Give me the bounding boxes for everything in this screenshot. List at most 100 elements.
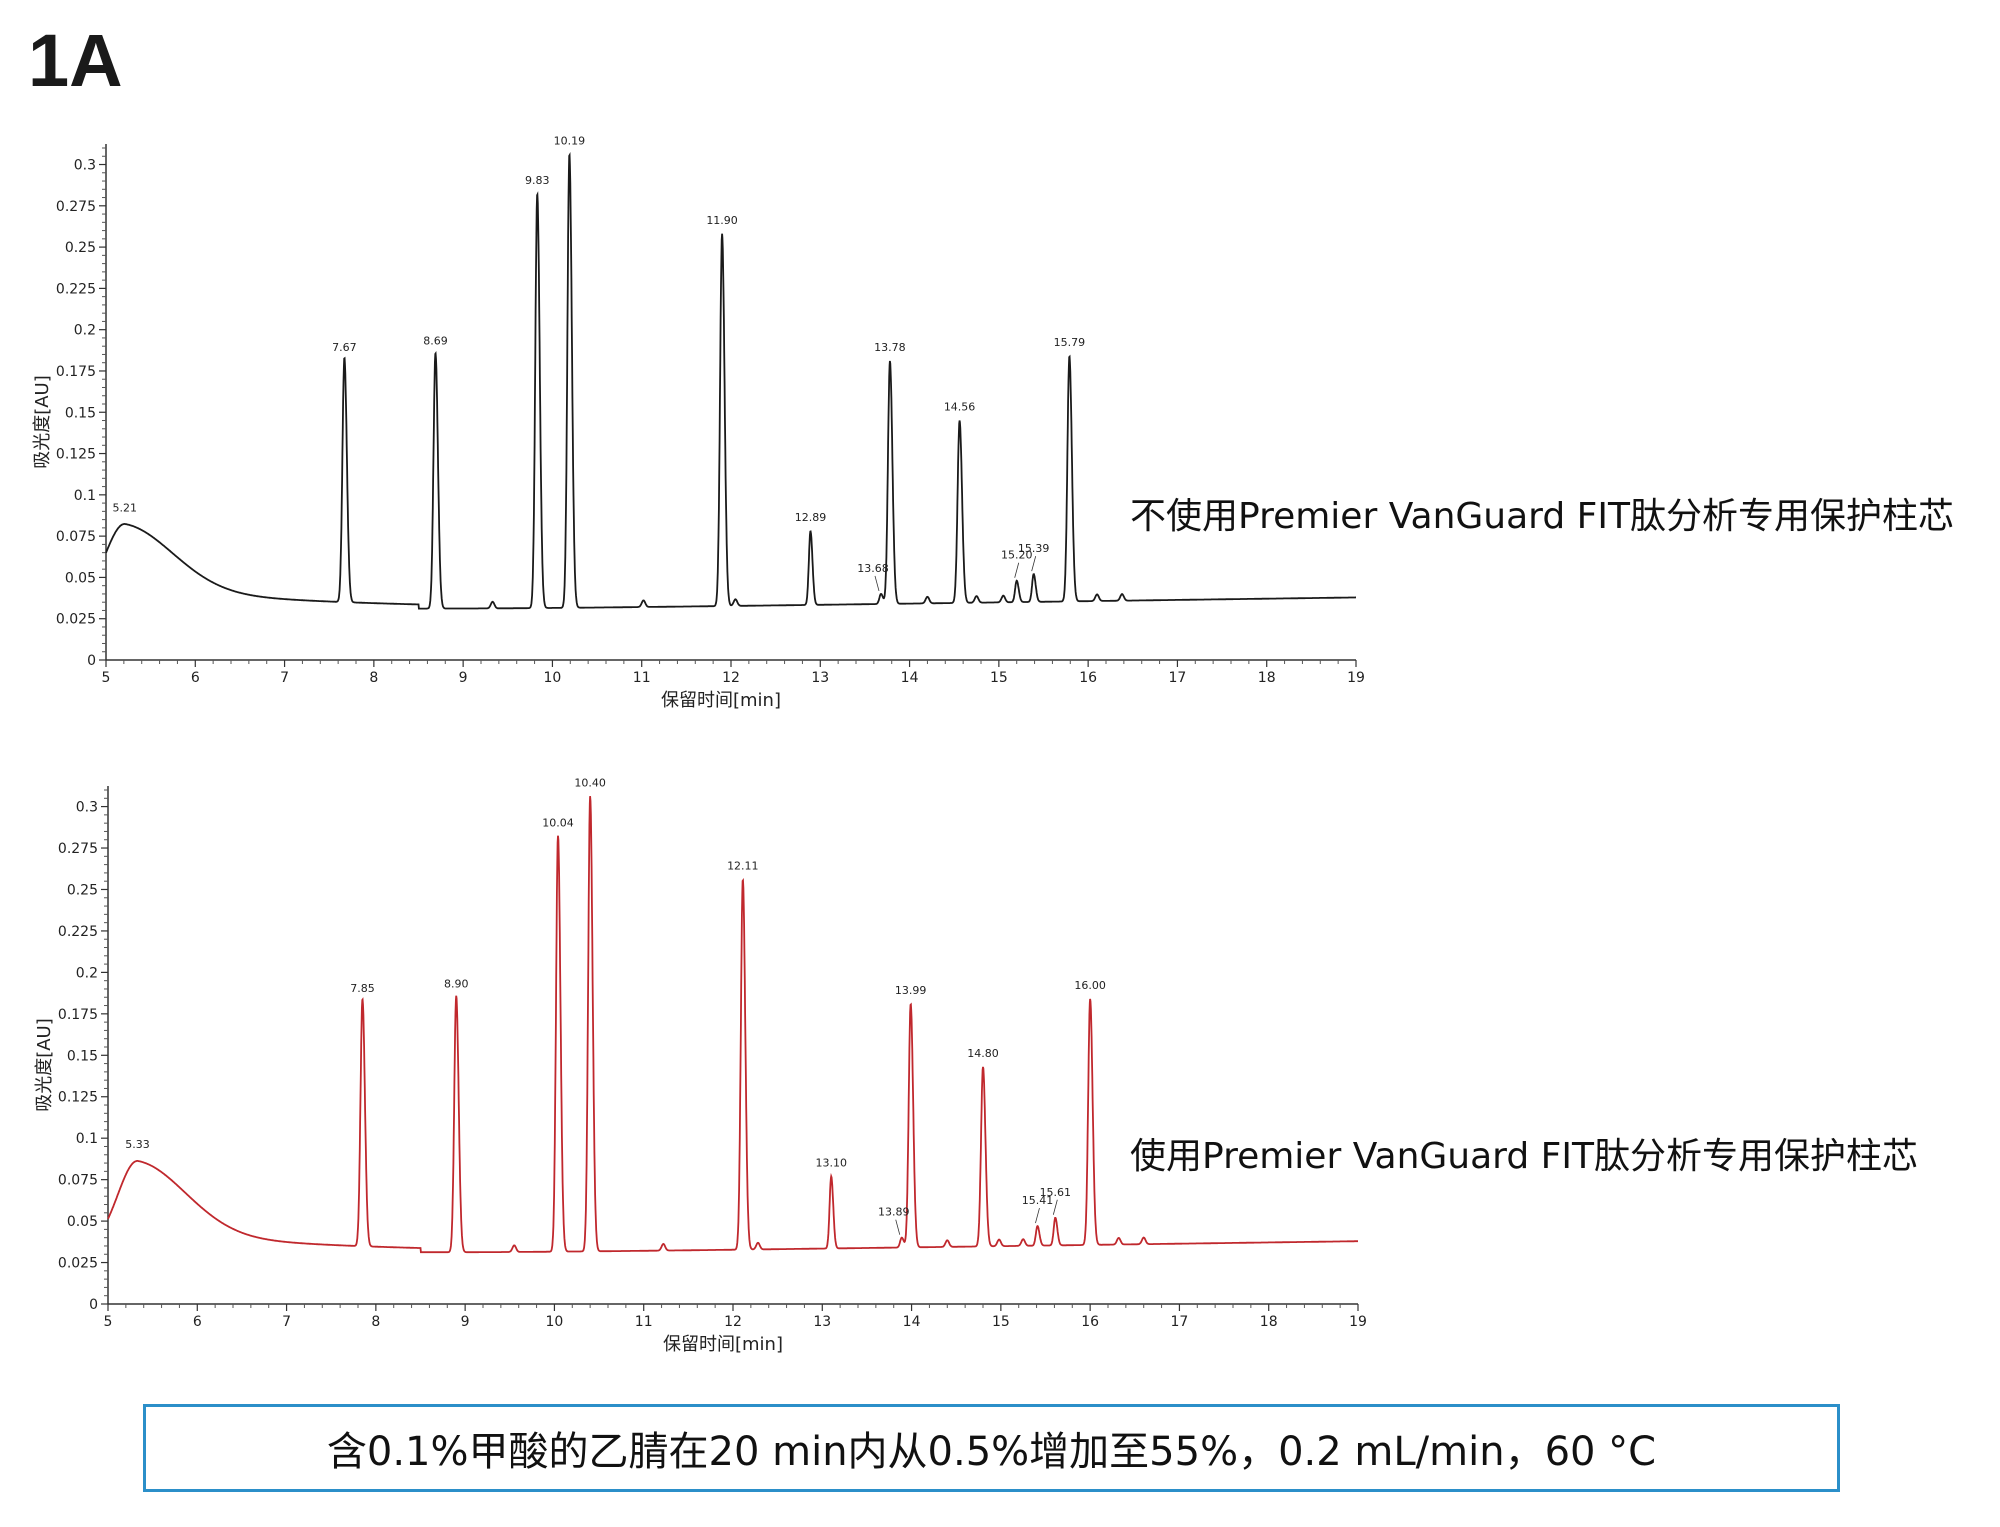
peak-label: 15.79	[1054, 336, 1086, 349]
peak-label: 16.00	[1074, 979, 1106, 992]
y-tick-label: 0.125	[56, 447, 96, 463]
y-tick-label: 0	[89, 1297, 98, 1313]
x-tick-label: 6	[193, 1314, 202, 1330]
x-tick-label: 9	[461, 1314, 470, 1330]
y-tick-label: 0.075	[56, 529, 96, 545]
x-tick-label: 17	[1171, 1314, 1189, 1330]
y-tick-label: 0.275	[58, 841, 98, 857]
peak-label: 15.61	[1040, 1186, 1072, 1199]
y-tick-label: 0.15	[65, 405, 96, 421]
x-tick-label: 13	[813, 1314, 831, 1330]
y-tick-label: 0.2	[74, 323, 96, 339]
x-axis-label: 保留时间[min]	[661, 690, 781, 711]
x-tick-label: 8	[371, 1314, 380, 1330]
peak-leader	[1035, 1207, 1040, 1224]
x-tick-label: 8	[369, 670, 378, 686]
y-tick-label: 0.225	[56, 281, 96, 297]
peak-label: 10.40	[574, 777, 606, 790]
x-tick-label: 15	[992, 1314, 1010, 1330]
x-tick-label: 16	[1079, 670, 1097, 686]
peak-label: 11.90	[706, 214, 738, 227]
y-tick-label: 0.225	[58, 924, 98, 940]
x-tick-label: 15	[990, 670, 1008, 686]
peak-label: 8.90	[444, 977, 469, 990]
chromatogram-top-caption: 不使用Premier VanGuard FIT肽分析专用保护柱芯	[1130, 496, 1954, 537]
peak-label: 10.04	[542, 816, 574, 829]
chromatogram-top-plot: 5 6 7 8 9 10 11 12 13 14 15 16 17 18 19 0 0.025 0.05 0.075…	[32, 135, 1365, 711]
chromatogram-bottom-plot: 5 6 7 8 9 10 11 12 13 14 15 16 17 18 19 0 0.025 0.05 0.075…	[34, 777, 1367, 1355]
y-tick-label: 0	[87, 653, 96, 669]
x-tick-label: 10	[544, 670, 562, 686]
peak-label: 15.41	[1022, 1194, 1054, 1207]
x-tick-label: 5	[102, 670, 111, 686]
peak-leader	[874, 575, 880, 592]
x-tick-label: 14	[903, 1314, 921, 1330]
peak-label: 7.67	[332, 341, 357, 354]
x-tick-label: 19	[1349, 1314, 1367, 1330]
peak-label: 15.20	[1001, 549, 1033, 562]
y-tick-label: 0.25	[67, 882, 98, 898]
y-axis-label: 吸光度[AU]	[34, 1018, 55, 1112]
x-tick-label: 9	[459, 670, 468, 686]
peak-label: 12.11	[727, 860, 759, 873]
figure-label: 1A	[28, 19, 123, 102]
peak-label: 14.80	[967, 1047, 999, 1060]
x-tick-label: 17	[1169, 670, 1187, 686]
x-tick-label: 10	[546, 1314, 564, 1330]
peak-label: 7.85	[350, 982, 375, 995]
x-tick-label: 5	[104, 1314, 113, 1330]
peak-label: 8.69	[423, 334, 448, 347]
x-tick-label: 6	[191, 670, 200, 686]
peak-leader	[1014, 562, 1020, 578]
y-tick-label: 0.025	[58, 1256, 98, 1272]
peak-label: 14.56	[944, 401, 976, 414]
peak-label: 5.33	[125, 1138, 150, 1151]
y-tick-label: 0.2	[76, 965, 98, 981]
peak-label: 13.78	[874, 341, 906, 354]
x-tick-label: 18	[1260, 1314, 1278, 1330]
x-tick-label: 18	[1258, 670, 1276, 686]
conditions-text: 含0.1%甲酸的乙腈在20 min内从0.5%增加至55%，0.2 mL/min…	[326, 1429, 1657, 1475]
x-tick-label: 14	[901, 670, 919, 686]
peak-leader	[1052, 1199, 1058, 1215]
x-axis-label: 保留时间[min]	[663, 1334, 783, 1355]
y-tick-label: 0.3	[74, 158, 96, 174]
x-tick-label: 13	[811, 670, 829, 686]
x-tick-label: 11	[633, 670, 651, 686]
chromatogram-bottom-caption: 使用Premier VanGuard FIT肽分析专用保护柱芯	[1130, 1136, 1918, 1177]
y-tick-label: 0.175	[56, 364, 96, 380]
y-tick-label: 0.175	[58, 1007, 98, 1023]
peak-label: 5.21	[113, 501, 138, 514]
x-tick-label: 16	[1081, 1314, 1099, 1330]
y-tick-label: 0.1	[74, 488, 96, 504]
peak-label: 9.83	[525, 174, 550, 187]
conditions-box: 含0.1%甲酸的乙腈在20 min内从0.5%增加至55%，0.2 mL/min…	[143, 1404, 1840, 1492]
y-axis-label: 吸光度[AU]	[32, 375, 53, 469]
peak-leader	[895, 1219, 901, 1235]
x-tick-label: 7	[280, 670, 289, 686]
y-tick-label: 0.15	[67, 1048, 98, 1064]
peak-label: 13.89	[878, 1206, 910, 1219]
peak-label: 12.89	[795, 511, 827, 524]
chromatogram-trace	[107, 796, 1358, 1254]
peak-label: 13.99	[895, 984, 927, 997]
y-tick-label: 0.05	[65, 570, 96, 586]
x-tick-label: 12	[722, 670, 740, 686]
peak-label: 15.39	[1018, 542, 1050, 555]
y-tick-label: 0.1	[76, 1131, 98, 1147]
y-tick-label: 0.25	[65, 240, 96, 256]
x-tick-label: 11	[635, 1314, 653, 1330]
chromatogram-trace	[105, 151, 1356, 610]
y-tick-label: 0.025	[56, 612, 96, 628]
x-tick-label: 12	[724, 1314, 742, 1330]
peak-label: 10.19	[554, 135, 586, 148]
x-tick-label: 7	[282, 1314, 291, 1330]
peak-label: 13.10	[815, 1156, 847, 1169]
x-tick-label: 19	[1347, 670, 1365, 686]
y-tick-label: 0.275	[56, 199, 96, 215]
peak-label: 13.68	[857, 562, 889, 575]
y-tick-label: 0.075	[58, 1173, 98, 1189]
peak-leader	[1031, 556, 1037, 572]
y-tick-label: 0.125	[58, 1090, 98, 1106]
y-tick-label: 0.3	[76, 800, 98, 816]
